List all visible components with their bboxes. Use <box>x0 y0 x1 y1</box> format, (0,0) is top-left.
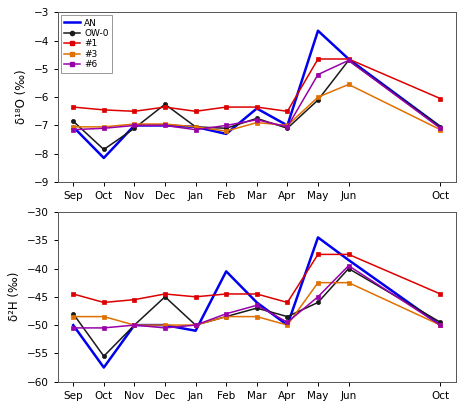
Y-axis label: δ²H (‰): δ²H (‰) <box>8 272 21 321</box>
Legend: AN, OW-0, #1, #3, #6: AN, OW-0, #1, #3, #6 <box>61 15 112 73</box>
Y-axis label: δ¹⁸O (‰): δ¹⁸O (‰) <box>15 70 28 124</box>
